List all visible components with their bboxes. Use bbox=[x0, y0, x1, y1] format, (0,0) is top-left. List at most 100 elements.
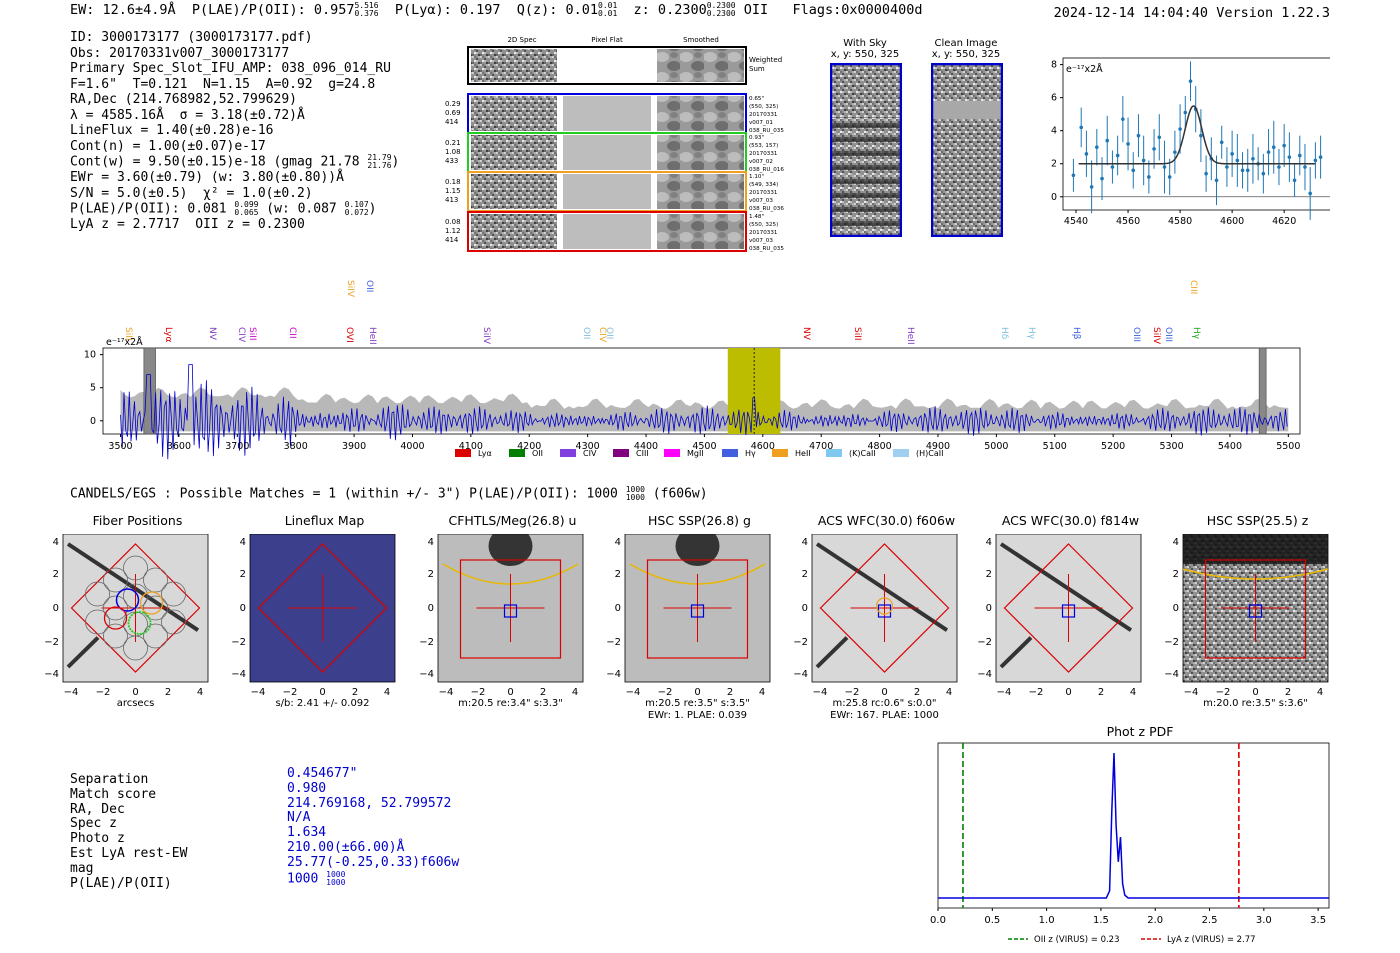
data-point bbox=[1089, 185, 1094, 189]
fiber-row-right-value: v007_01 bbox=[749, 120, 773, 126]
spectrum-xtick: 4100 bbox=[459, 441, 483, 452]
info-sn: S/N = 5.0(±0.5) χ² = 1.0(±0.2) bbox=[70, 185, 313, 201]
stamp-xtick: 2 bbox=[914, 687, 920, 698]
legend-swatch bbox=[509, 449, 525, 457]
data-point bbox=[1214, 178, 1219, 183]
ifu-footprint bbox=[1003, 543, 1134, 673]
fiber-row-left-value: 1.12 bbox=[445, 227, 461, 235]
stamp-caption: m:20.5 re:3.5" s:3.5" bbox=[645, 698, 750, 709]
ifu-footprint bbox=[70, 543, 201, 673]
stamp-ytick: −4 bbox=[1164, 669, 1179, 680]
stamp-xtick: 0 bbox=[1065, 687, 1071, 698]
fiber-row-left-value: 433 bbox=[445, 157, 458, 165]
data-point bbox=[1084, 152, 1089, 156]
fiber-circle bbox=[143, 623, 168, 649]
fiber-row-right-value: 1.10" bbox=[749, 174, 764, 180]
photz-xtick: 0.0 bbox=[930, 915, 946, 926]
data-point bbox=[1297, 153, 1302, 158]
data-point bbox=[1225, 165, 1229, 169]
header-plae-range: 5.516 0.376 bbox=[354, 1, 379, 18]
stamp-xtick: −4 bbox=[251, 687, 266, 698]
fiber-row-right-value: 038_RU_016 bbox=[749, 167, 784, 173]
bright-source bbox=[488, 534, 533, 566]
info-lya: LyA z = 2.7717 OII z = 0.2300 bbox=[70, 217, 305, 232]
fiber-row-left-value: 0.21 bbox=[445, 139, 461, 147]
fiber-circle bbox=[103, 623, 128, 649]
data-point bbox=[1110, 165, 1115, 169]
stamp-ytick: 4 bbox=[802, 537, 808, 548]
fiber-row-right-value: 20170331 bbox=[749, 151, 778, 157]
stamp-xtick: −4 bbox=[626, 687, 641, 698]
info-lineflux: LineFlux = 1.40(±0.28)e-16 bbox=[70, 123, 274, 138]
data-point bbox=[1271, 145, 1276, 150]
stamp-xtick: −2 bbox=[845, 687, 860, 698]
info-id: ID: 3000173177 (3000173177.pdf) bbox=[70, 30, 313, 45]
stamp-xtick: 0 bbox=[132, 687, 138, 698]
aperture-circle bbox=[875, 597, 894, 615]
spectrum-xtick: 4900 bbox=[926, 441, 950, 452]
emission-line-label: HeII bbox=[905, 327, 915, 345]
stamp-ytick: 0 bbox=[428, 603, 434, 614]
spectrum-xtick: 3800 bbox=[284, 441, 308, 452]
stamp-caption: m:20.0 re:3.5" s:3.6" bbox=[1203, 698, 1308, 709]
header-z: z: 0.2300 bbox=[617, 2, 707, 18]
data-point bbox=[1188, 79, 1193, 83]
stamp-ytick: −4 bbox=[977, 669, 992, 680]
stamp-title: CFHTLS/Meg(26.8) u bbox=[448, 513, 577, 528]
photz-title: Phot z PDF bbox=[1106, 724, 1174, 739]
header-qz-range: 0.01 0.01 bbox=[598, 1, 618, 18]
ifu-footprint bbox=[257, 543, 388, 673]
data-point bbox=[1131, 168, 1136, 173]
row-smoothed bbox=[657, 135, 744, 170]
emission-line-label: CIII bbox=[1188, 280, 1198, 294]
data-point bbox=[1245, 168, 1250, 173]
match-label: RA, Dec bbox=[70, 801, 125, 817]
spectrum-ylabel: e⁻¹⁷x2Å bbox=[106, 336, 143, 348]
stamp-xtick: 4 bbox=[572, 687, 578, 698]
fiber-row-left-value: 413 bbox=[445, 196, 458, 204]
emission-line-label: Hγ bbox=[1191, 327, 1201, 340]
stamp-xtick: 2 bbox=[540, 687, 546, 698]
data-point bbox=[1147, 175, 1151, 179]
emission-line-label: SiIV bbox=[1151, 327, 1161, 345]
fiber-row-left-value: 1.08 bbox=[445, 148, 461, 156]
photz-xtick: 3.0 bbox=[1256, 915, 1272, 926]
match-value: 0.980 bbox=[287, 780, 327, 796]
stamp-xtick: 2 bbox=[727, 687, 733, 698]
spectrum-xtick: 5100 bbox=[1043, 441, 1067, 452]
info-lambda: λ = 4585.16Å σ = 3.18(±0.72)Å bbox=[70, 107, 305, 123]
stamp-xtick: −2 bbox=[96, 687, 111, 698]
match-value: N/A bbox=[287, 810, 311, 826]
legend-label: CIV bbox=[583, 449, 597, 458]
data-point bbox=[1079, 125, 1084, 130]
stamp-ytick: 4 bbox=[615, 537, 621, 548]
legend-label: (K)CaII bbox=[849, 449, 876, 458]
zoom-ytick: 2 bbox=[1051, 159, 1057, 170]
emission-line-label: NV bbox=[207, 327, 217, 341]
header-plya: P(Lyα): 0.197 Q(z): 0.01 bbox=[378, 2, 599, 18]
emission-line-label: Lyα bbox=[163, 327, 173, 343]
stamp-xtick: −4 bbox=[997, 687, 1012, 698]
photz-xtick: 1.0 bbox=[1039, 915, 1055, 926]
col-title-2dspec: 2D Spec bbox=[507, 36, 536, 44]
data-point bbox=[1157, 135, 1162, 140]
data-point bbox=[1277, 165, 1281, 169]
fiber-row-right-value: 038_RU_035 bbox=[749, 246, 784, 252]
legend-label: (H)CaII bbox=[916, 449, 943, 458]
emission-line-label: SiIV bbox=[481, 327, 491, 345]
data-point bbox=[1152, 147, 1156, 151]
bright-source bbox=[675, 534, 720, 566]
data-point bbox=[1167, 175, 1172, 179]
header-summary: EW: 12.6±4.9Å P(LAE)/P(OII): 0.9575.516 0… bbox=[70, 1, 923, 19]
fiber-row-right-value: v007_03 bbox=[749, 198, 773, 204]
star-streak bbox=[815, 636, 849, 669]
stamp-ytick: 4 bbox=[1173, 537, 1179, 548]
stamp-ytick: 2 bbox=[802, 569, 808, 580]
imaging-stamp: −4 −2 0 2 4 4 2 0 −2 −4 m:20.5 re:3.5" s:3.5"EWr: … bbox=[606, 534, 771, 721]
fiber-row-left-value: 0.29 bbox=[445, 100, 461, 108]
stamp-xtick: 4 bbox=[384, 687, 390, 698]
fiber-row-right-value: 20170331 bbox=[749, 230, 778, 236]
data-point bbox=[1235, 158, 1240, 163]
info-radec: RA,Dec (214.768982,52.799629) bbox=[70, 92, 297, 107]
